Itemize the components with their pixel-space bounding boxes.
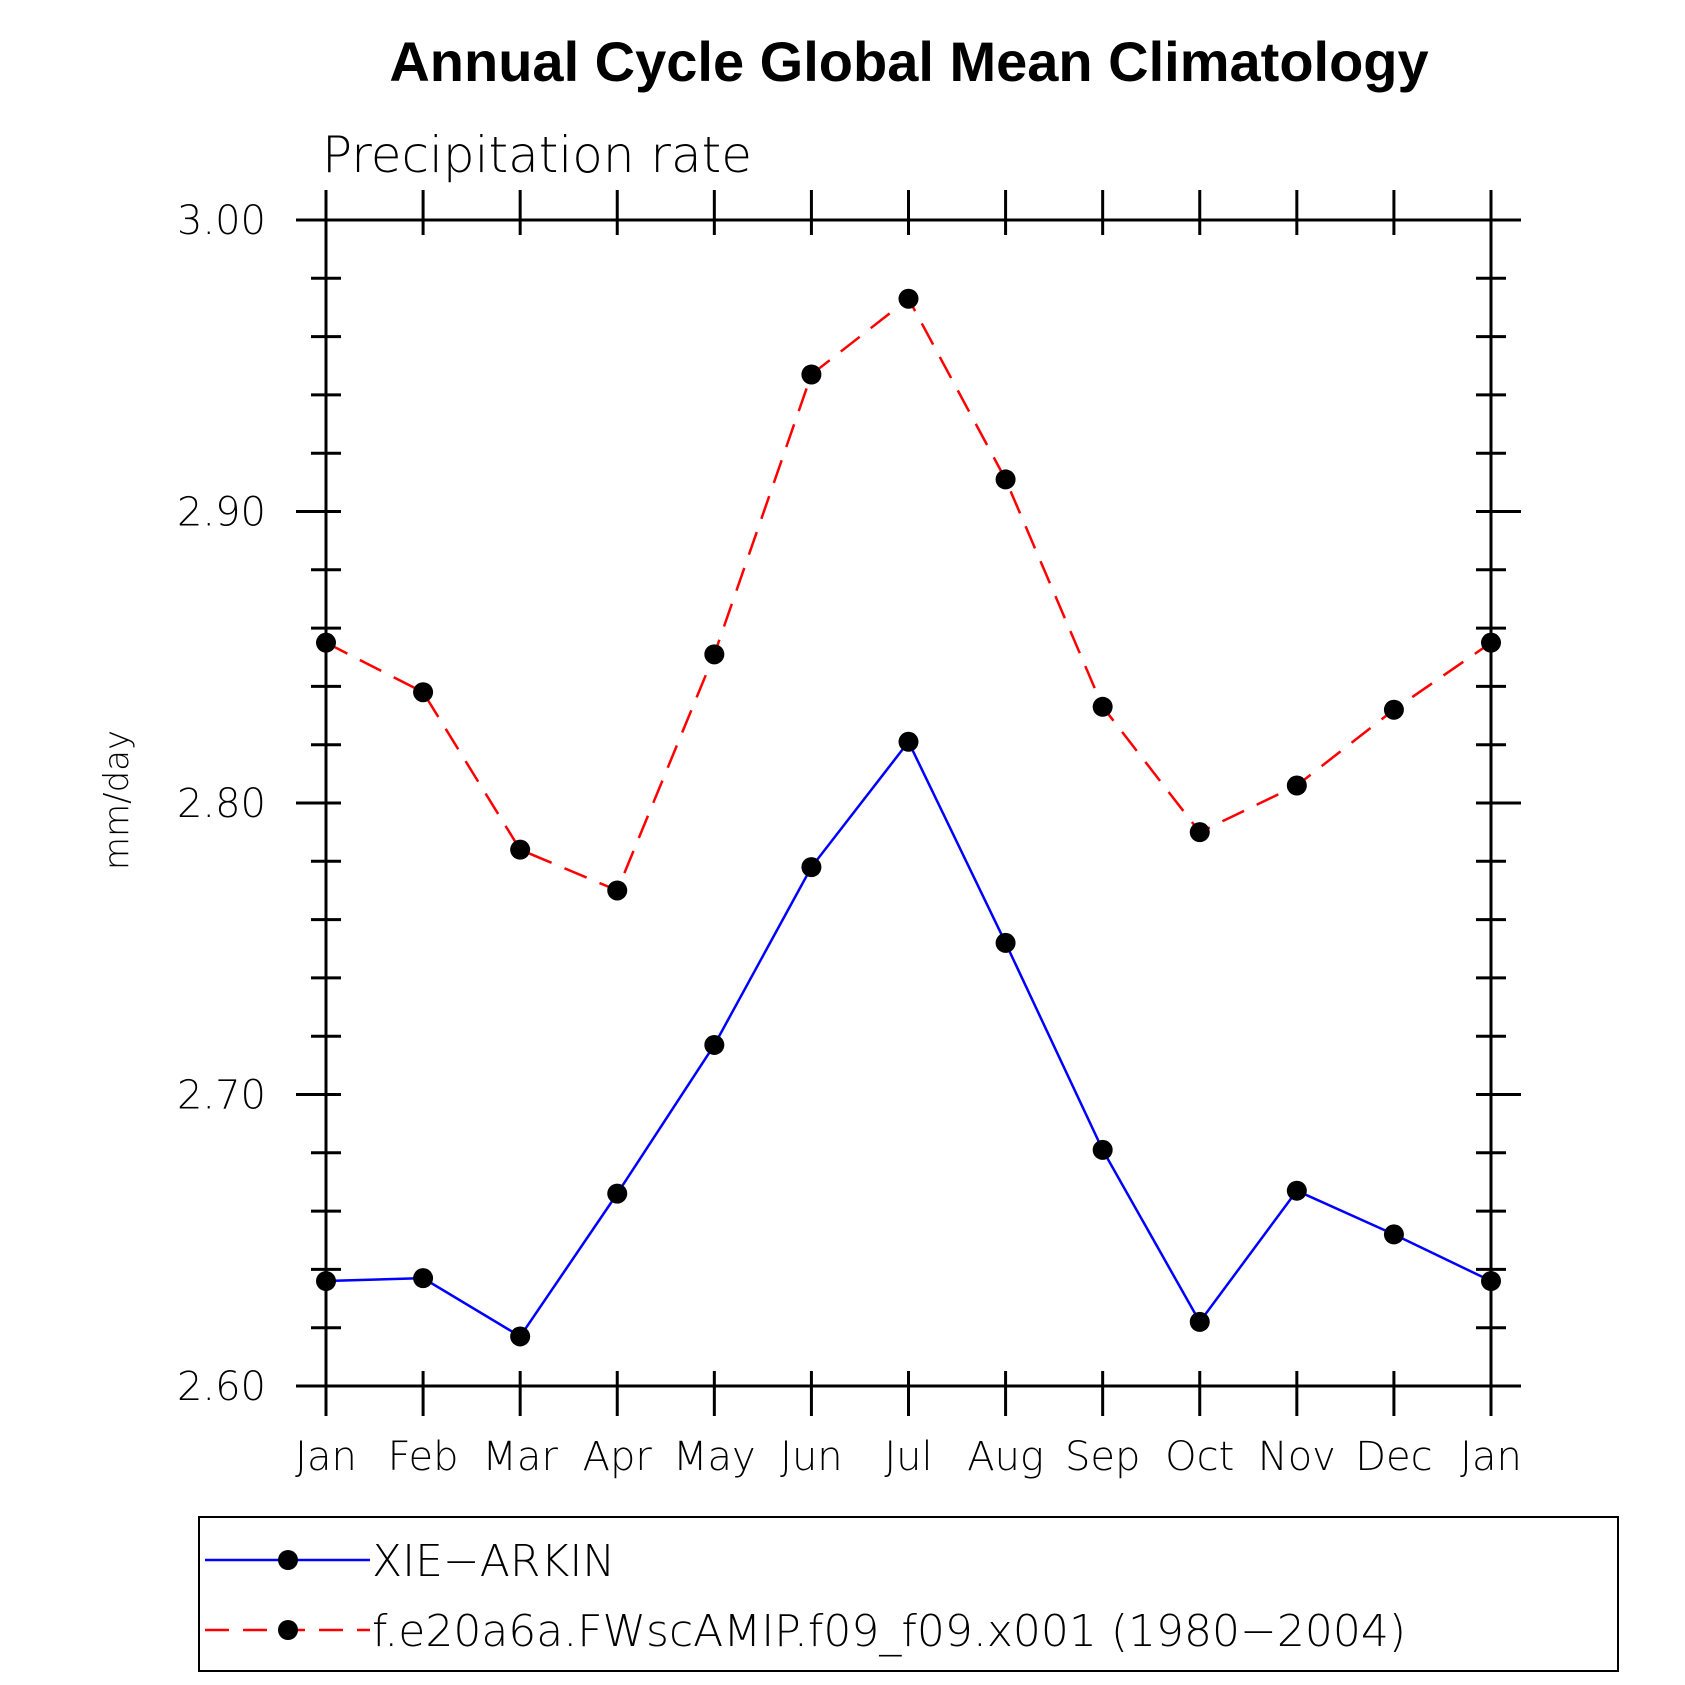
x-tick-label: Oct (1165, 1434, 1234, 1480)
data-point (510, 839, 531, 860)
series-line-1 (325, 296, 1492, 893)
y-tick-label: 3.00 (177, 198, 266, 244)
data-point (1189, 1311, 1210, 1332)
legend-box (198, 1516, 1619, 1672)
x-tick-label: Apr (583, 1434, 653, 1480)
x-tick-label: Nov (1258, 1434, 1336, 1480)
data-point (704, 1034, 725, 1055)
data-point (898, 731, 919, 752)
x-tick-label: Feb (388, 1434, 459, 1480)
data-point (1383, 699, 1404, 720)
data-point (1286, 1180, 1307, 1201)
data-point (413, 682, 434, 703)
series-markers-group (316, 288, 1501, 1347)
y-tick-label: 2.60 (177, 1364, 266, 1410)
data-point (1092, 696, 1113, 717)
data-point (1189, 822, 1210, 843)
legend: XIE−ARKIN f.e20a6a.FWscAMIP.f09_f09.x001 … (205, 1536, 1406, 1657)
data-point (413, 1268, 434, 1289)
series-line-0 (325, 739, 1492, 1339)
legend-label-1: f.e20a6a.FWscAMIP.f09_f09.x001 (1980−200… (372, 1606, 1406, 1657)
series-lines-group (325, 296, 1492, 1339)
data-point (607, 1183, 628, 1204)
data-point (1286, 775, 1307, 796)
legend-marker (278, 1550, 298, 1570)
x-tick-label: Aug (967, 1434, 1044, 1480)
x-tick-label: Dec (1355, 1434, 1432, 1480)
x-tick-label: Jul (884, 1434, 932, 1480)
y-tick-label: 2.70 (177, 1073, 266, 1119)
y-axis-label: mm/day (97, 730, 137, 870)
data-point (510, 1326, 531, 1347)
x-tick-label: Jan (1460, 1434, 1522, 1480)
data-point (995, 469, 1016, 490)
chart-title: Annual Cycle Global Mean Climatology (389, 30, 1428, 93)
chart-subtitle: Precipitation rate (322, 126, 752, 184)
x-tick-label: Jan (295, 1434, 357, 1480)
x-tick-label: Jun (780, 1434, 843, 1480)
data-point (607, 880, 628, 901)
legend-label-0: XIE−ARKIN (372, 1536, 615, 1587)
data-point (801, 857, 822, 878)
x-tick-label: May (673, 1434, 756, 1480)
x-tick-label: Mar (482, 1434, 558, 1480)
data-point (704, 644, 725, 665)
data-point (1092, 1139, 1113, 1160)
y-tick-label: 2.90 (177, 490, 266, 536)
data-point (801, 364, 822, 385)
plot-frame (324, 218, 1493, 1388)
data-point (995, 932, 1016, 953)
data-point (1383, 1224, 1404, 1245)
ticks-group (296, 190, 1521, 1416)
x-tick-labels: Jan Feb Mar Apr May Jun Jul Aug Sep Oct Nov Dec Jan (295, 1434, 1522, 1480)
legend-marker (278, 1620, 298, 1640)
y-tick-labels: 2.60 2.70 2.80 2.90 3.00 (177, 198, 266, 1410)
data-point (898, 288, 919, 309)
y-tick-label: 2.80 (177, 781, 266, 827)
x-tick-label: Sep (1065, 1434, 1140, 1480)
